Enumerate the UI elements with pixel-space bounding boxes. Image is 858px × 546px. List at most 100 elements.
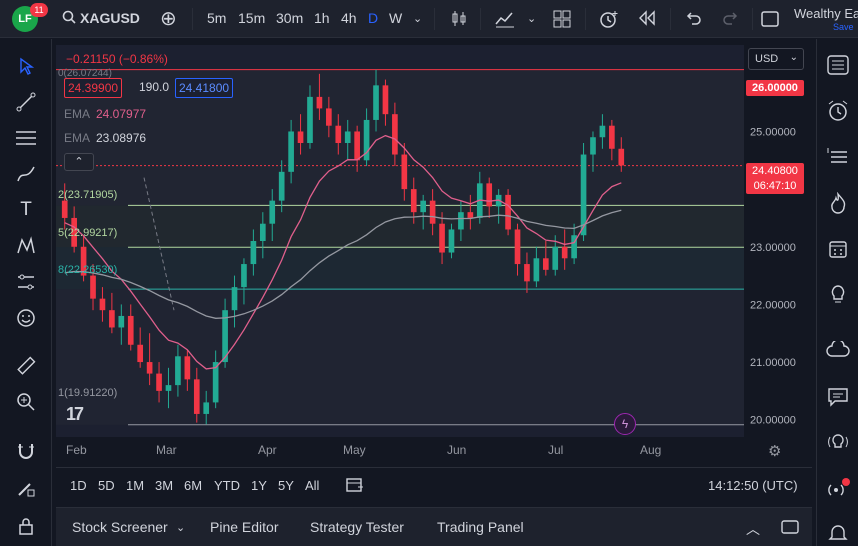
- chart-canvas[interactable]: [56, 45, 744, 437]
- candle-body: [580, 154, 587, 236]
- zoom-in-icon[interactable]: [13, 389, 39, 415]
- interval-w[interactable]: W: [389, 10, 403, 26]
- data-window-icon[interactable]: [824, 143, 852, 171]
- watchlist-icon[interactable]: [824, 51, 852, 79]
- ruler-icon[interactable]: [13, 353, 39, 379]
- lock-icon[interactable]: [13, 513, 39, 539]
- range-5y[interactable]: 5Y: [278, 478, 294, 493]
- interval-30m[interactable]: 30m: [276, 10, 304, 26]
- range-1y[interactable]: 1Y: [251, 478, 267, 493]
- replay-icon[interactable]: [638, 10, 656, 29]
- fib-level-0: 0(26.07244): [58, 68, 112, 79]
- candle-body: [326, 108, 332, 126]
- brand-logo-text: LF: [18, 13, 32, 25]
- emoji-icon[interactable]: [13, 305, 39, 331]
- high-price-tag: 26.00000: [746, 80, 804, 96]
- goto-date-icon[interactable]: [346, 476, 364, 499]
- range-1d[interactable]: 1D: [70, 478, 87, 493]
- fib-zone: [56, 247, 744, 290]
- candle-body: [316, 96, 323, 109]
- screener-chevron-icon[interactable]: ⌄: [176, 522, 186, 534]
- month-jul: Jul: [548, 443, 564, 457]
- time-axis[interactable]: Feb Mar Apr May Jun Jul Aug: [56, 437, 744, 465]
- right-sidebar: [816, 39, 858, 546]
- calendar-icon[interactable]: [824, 235, 852, 263]
- candle-body: [118, 315, 125, 328]
- symbol-search-icon[interactable]: [62, 10, 76, 27]
- interval-5m[interactable]: 5m: [207, 10, 227, 26]
- interval-15m[interactable]: 15m: [238, 10, 266, 26]
- candlestick-chart[interactable]: [56, 45, 744, 437]
- price-axis[interactable]: 25.0000024.0000023.0000022.0000021.00000…: [744, 45, 810, 437]
- text-tool-icon[interactable]: T: [20, 199, 32, 220]
- tab-trading-panel[interactable]: Trading Panel: [437, 519, 524, 535]
- interval-1h[interactable]: 1h: [314, 10, 330, 26]
- ask-price-box[interactable]: 24.41800: [175, 78, 234, 98]
- magnet-icon[interactable]: [13, 439, 39, 465]
- candle-body: [571, 235, 577, 259]
- collapse-panel-chevron-icon[interactable]: ︿: [746, 521, 760, 537]
- brush-icon[interactable]: [13, 161, 39, 187]
- chart-settings-gear-icon[interactable]: ⚙: [768, 443, 782, 460]
- notifications-bell-icon[interactable]: [824, 519, 852, 546]
- ideas-lightbulb-icon[interactable]: [824, 281, 852, 309]
- alert-clock-icon[interactable]: [599, 10, 619, 31]
- range-ytd[interactable]: YTD: [214, 478, 240, 493]
- price-tick-label: 22.00000: [750, 299, 796, 311]
- lightning-event-icon[interactable]: ϟ: [614, 413, 636, 435]
- cursor-arrow-icon[interactable]: [13, 53, 39, 79]
- trend-line-icon[interactable]: [13, 89, 39, 115]
- range-6m[interactable]: 6M: [184, 478, 203, 493]
- candle-body: [203, 402, 210, 414]
- indicators-icon[interactable]: [495, 10, 515, 31]
- fib-level-2: 2(23.71905): [58, 189, 118, 201]
- utc-clock[interactable]: 14:12:50 (UTC): [708, 478, 798, 493]
- maximize-panel-icon[interactable]: [780, 519, 800, 540]
- interval-dropdown-chevron-icon[interactable]: ⌄: [413, 13, 423, 25]
- candle-style-icon[interactable]: [450, 10, 468, 31]
- range-1m[interactable]: 1M: [126, 478, 145, 493]
- tab-stock-screener[interactable]: Stock Screener: [72, 519, 168, 535]
- interval-4h[interactable]: 4h: [341, 10, 357, 26]
- candle-body: [458, 212, 464, 230]
- pencil-lock-icon[interactable]: [13, 475, 39, 501]
- collapse-legend-chevron-icon[interactable]: ⌃: [64, 153, 94, 171]
- range-3m[interactable]: 3M: [155, 478, 174, 493]
- candle-body: [392, 114, 398, 155]
- redo-icon[interactable]: [722, 10, 740, 29]
- hotlist-flame-icon[interactable]: [824, 189, 852, 217]
- candle-body: [599, 125, 606, 138]
- save-link[interactable]: Save: [833, 22, 854, 32]
- tab-strategy-tester[interactable]: Strategy Tester: [310, 519, 404, 535]
- chat-cloud-icon[interactable]: [824, 337, 852, 365]
- layout-grid-icon[interactable]: [553, 10, 571, 31]
- broadcast-icon[interactable]: [824, 475, 852, 503]
- change-readout: −0.21150 (−0.86%): [66, 52, 168, 66]
- prediction-icon[interactable]: [13, 269, 39, 295]
- candle-body: [175, 356, 181, 386]
- compare-add-icon[interactable]: ⊕: [160, 8, 177, 30]
- bid-price-box[interactable]: 24.39900: [64, 78, 123, 98]
- tab-pine-editor[interactable]: Pine Editor: [210, 519, 279, 535]
- range-5d[interactable]: 5D: [98, 478, 115, 493]
- fullscreen-box-icon[interactable]: [761, 10, 779, 31]
- fib-zone: [56, 205, 744, 248]
- horizontal-lines-icon[interactable]: [13, 125, 39, 151]
- divider: [192, 8, 193, 30]
- symbol-name[interactable]: XAGUSD: [80, 10, 140, 26]
- candle-body: [90, 275, 96, 299]
- account-name[interactable]: Wealthy Ea: [794, 6, 858, 21]
- indicators-chevron-icon[interactable]: ⌄: [527, 13, 537, 25]
- candle-body: [250, 241, 257, 265]
- currency-selector[interactable]: USD ⌄: [748, 48, 804, 70]
- pattern-icon[interactable]: [13, 233, 39, 259]
- candle-body: [127, 315, 134, 345]
- undo-icon[interactable]: [684, 10, 702, 29]
- messages-icon[interactable]: [824, 383, 852, 411]
- alarm-clock-icon[interactable]: [824, 97, 852, 125]
- interval-d[interactable]: D: [368, 10, 379, 26]
- ema-slow-value: 23.08976: [96, 131, 147, 145]
- range-all[interactable]: All: [305, 478, 320, 493]
- drawing-toolbar: T: [0, 39, 52, 546]
- streams-bulb-icon[interactable]: [824, 429, 852, 457]
